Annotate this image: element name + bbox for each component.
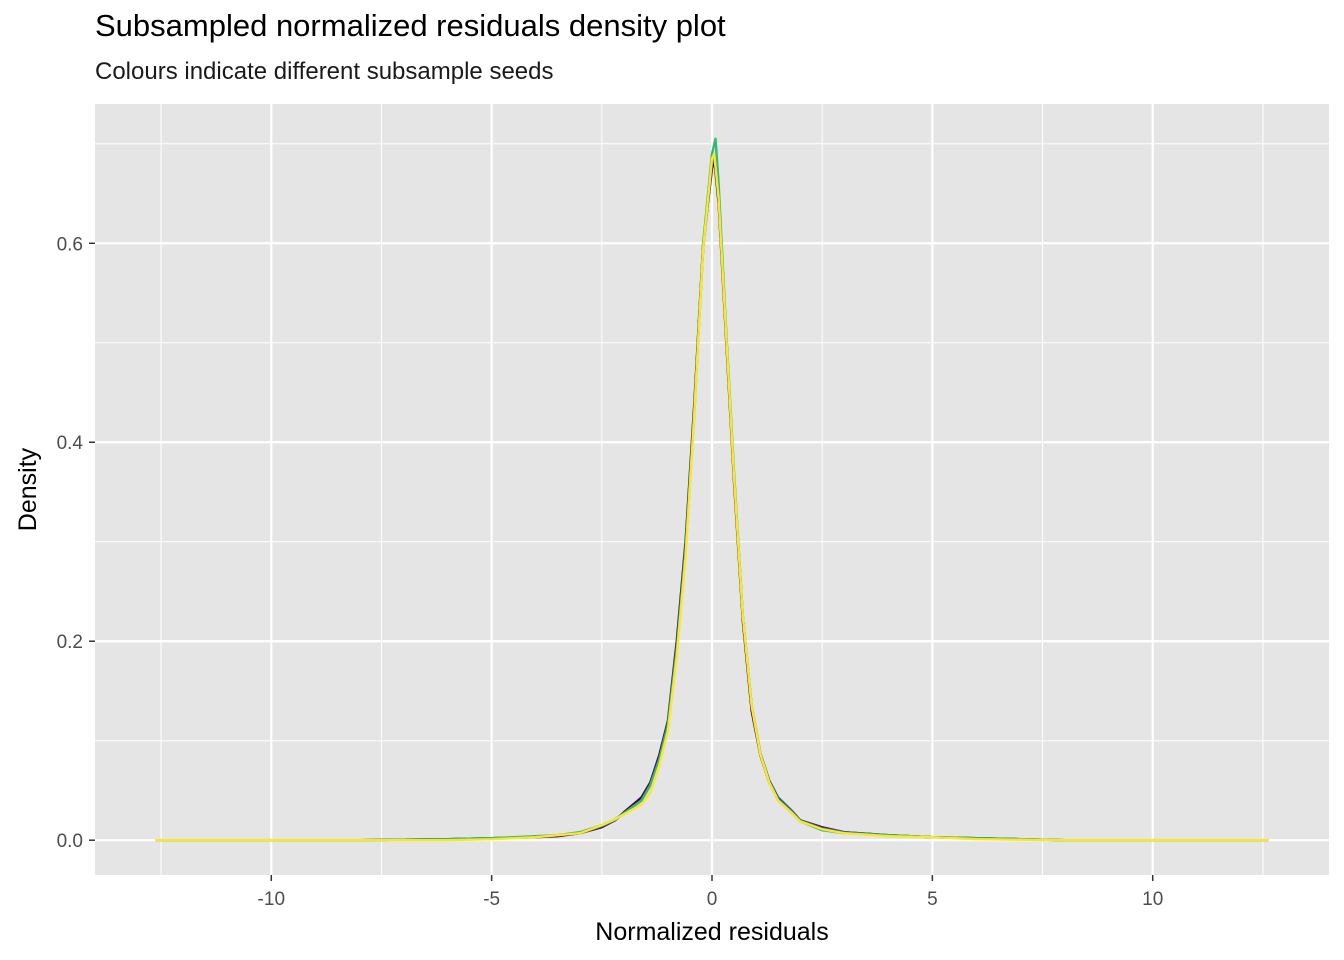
x-tick-label: 0	[707, 889, 718, 910]
y-tick-label: 0.0	[57, 831, 83, 852]
density-series	[155, 137, 1269, 842]
x-axis-ticks: -10 -5 0 5 10	[258, 875, 1163, 910]
x-tick-label: 10	[1142, 889, 1163, 910]
x-axis-title: Normalized residuals	[595, 918, 828, 946]
y-axis-title: Density	[14, 447, 42, 531]
x-tick-label: -10	[258, 889, 285, 910]
y-tick-label: 0.2	[57, 632, 83, 653]
x-tick-label: -5	[483, 889, 500, 910]
y-tick-label: 0.6	[57, 234, 83, 255]
density-line-4	[155, 152, 1269, 842]
y-axis-ticks: 0.0 0.2 0.4 0.6	[57, 234, 95, 852]
x-tick-label: 5	[927, 889, 938, 910]
chart-subtitle: Colours indicate different subsample see…	[95, 58, 554, 85]
chart-title: Subsampled normalized residuals density …	[95, 8, 726, 43]
y-tick-label: 0.4	[57, 433, 84, 454]
